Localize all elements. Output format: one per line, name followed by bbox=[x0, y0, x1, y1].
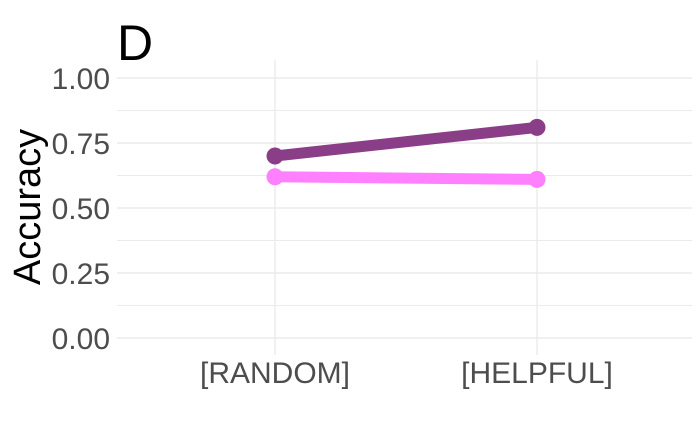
grid-lines bbox=[117, 60, 692, 355]
y-axis-ticks: 0.00 0.25 0.50 0.75 1.00 bbox=[52, 63, 110, 356]
data-point bbox=[528, 170, 546, 188]
data-point bbox=[266, 168, 284, 186]
x-tick-label: [RANDOM] bbox=[200, 357, 350, 390]
y-axis-label: Accuracy bbox=[7, 129, 49, 285]
y-tick-label: 0.25 bbox=[52, 258, 110, 291]
data-point bbox=[266, 147, 284, 165]
series-line bbox=[269, 171, 543, 185]
series-1 bbox=[266, 118, 546, 165]
data-point bbox=[528, 118, 546, 136]
y-tick-label: 1.00 bbox=[52, 63, 110, 96]
panel-label: D bbox=[117, 15, 153, 71]
series-2 bbox=[266, 168, 546, 188]
y-tick-label: 0.75 bbox=[52, 128, 110, 161]
x-tick-label: [HELPFUL] bbox=[461, 357, 613, 390]
series-line bbox=[269, 121, 543, 162]
y-tick-label: 0.00 bbox=[52, 323, 110, 356]
series-layer bbox=[266, 118, 546, 188]
y-tick-label: 0.50 bbox=[52, 193, 110, 226]
x-axis-ticks: [RANDOM] [HELPFUL] bbox=[200, 357, 613, 390]
